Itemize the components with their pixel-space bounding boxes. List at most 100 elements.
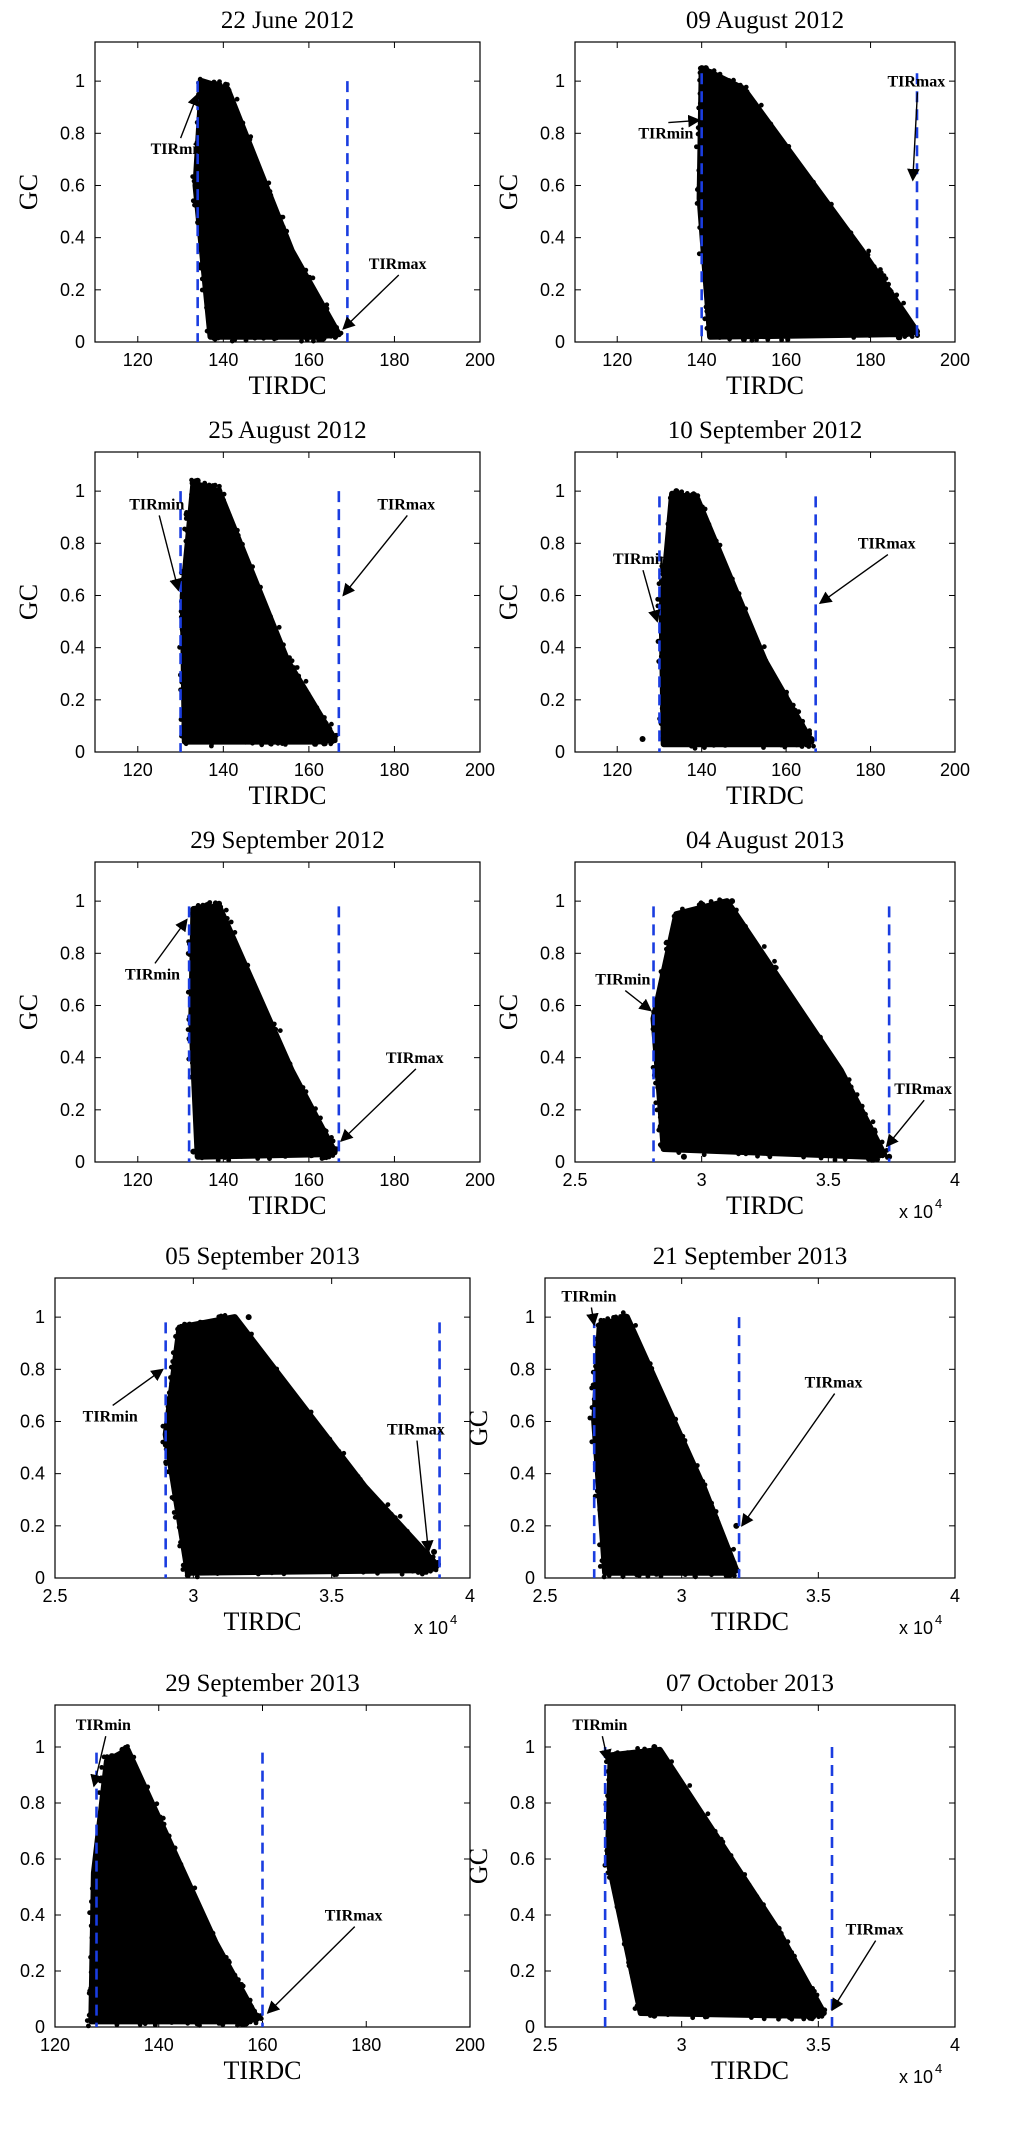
tirmax-annotation-label: TIRmax (805, 1375, 863, 1392)
scatter-point (719, 742, 725, 747)
scatter-point (851, 335, 857, 340)
tirmax-annotation-label: TIRmax (858, 536, 916, 553)
x-tick-label: 200 (455, 2035, 485, 2055)
scatter-point (283, 241, 289, 246)
subplot-7: 05 September 2013 0 0.2 0.4 0.6 0.8 1 2.5 3 3.5 4 T… (0, 1243, 475, 1638)
x-axis-label: TIRDC (249, 1191, 327, 1220)
scatter-point (287, 1061, 293, 1067)
scatter-point (178, 1861, 184, 1867)
scatter-point (194, 1099, 200, 1105)
scatter-point (156, 1824, 162, 1830)
scatter-point (165, 1835, 171, 1840)
scatter-point (870, 1119, 876, 1125)
scatter-point (659, 992, 664, 998)
subplot-10: 07 October 2013 0 0.2 0.4 0.6 0.8 1 2.5 3 3.5 4 TIR… (464, 1670, 960, 2087)
scatter-point (856, 1112, 862, 1118)
scatter-point (785, 1939, 791, 1945)
scatter-point (688, 1143, 694, 1149)
scatter-point (680, 906, 685, 912)
scatter-point (773, 2010, 779, 2015)
scatter-point (339, 1458, 345, 1464)
scatter-point (283, 330, 289, 336)
scatter-point (767, 672, 773, 678)
data-point (702, 65, 709, 72)
scatter-point (736, 1151, 741, 1157)
scatter-point (704, 325, 710, 331)
scatter-point (683, 910, 689, 916)
scatter-point (329, 739, 335, 745)
scatter-point (306, 1106, 311, 1112)
scatter-point (227, 1974, 233, 1980)
data-point (886, 1153, 893, 1160)
scatter-point (234, 736, 240, 742)
scatter-point (671, 519, 676, 524)
scatter-point (703, 218, 708, 224)
scatter-point (251, 1345, 257, 1351)
scatter-point (697, 1480, 702, 1486)
scatter-point (252, 167, 258, 173)
scatter-point (658, 1075, 664, 1080)
scatter-point (190, 1901, 196, 1906)
chart-title: 10 September 2012 (668, 417, 862, 444)
data-point (181, 735, 188, 742)
scatter-point (640, 1753, 646, 1758)
scatter-point (626, 1960, 631, 1965)
scatter-point (194, 1138, 200, 1144)
tirmin-annotation-label: TIRmin (151, 141, 206, 158)
scatter-point (625, 1750, 630, 1755)
scatter-point (185, 1882, 190, 1888)
scatter-point (649, 2008, 654, 2014)
scatter-point (291, 332, 297, 337)
scatter-point (291, 260, 297, 266)
scatter-point (189, 1032, 195, 1037)
scatter-point (307, 700, 313, 706)
scatter-point (192, 514, 197, 519)
scatter-point (657, 1123, 663, 1129)
scatter-point (330, 1138, 336, 1144)
scatter-point (102, 1812, 108, 1817)
scatter-point (199, 140, 205, 146)
scatter-point (397, 1513, 403, 1519)
scatter-point (797, 2011, 803, 2017)
scatter-point (317, 334, 322, 339)
scatter-point (778, 689, 783, 695)
scatter-point (702, 256, 708, 261)
scatter-point (621, 1908, 627, 1913)
scatter-point (658, 1573, 664, 1579)
scatter-point (165, 1469, 171, 1475)
scatter-point (89, 1935, 95, 1941)
y-tick-label: 1 (525, 1737, 535, 1757)
scatter-point (614, 1322, 619, 1328)
scatter-point (183, 560, 189, 566)
scatter-point (212, 336, 218, 342)
scatter-point (665, 2010, 671, 2015)
scatter-point (855, 1099, 860, 1105)
x-tick-label: 120 (602, 760, 632, 780)
scatter-point (605, 1853, 611, 1859)
scatter-point (694, 201, 700, 206)
scatter-point (311, 338, 316, 344)
scatter-point (594, 1488, 600, 1494)
scatter-point (371, 1565, 376, 1570)
scatter-point (396, 1526, 402, 1531)
scatter-point (863, 1111, 868, 1117)
scatter-point (215, 1570, 220, 1576)
x-tick-label: 180 (379, 1170, 409, 1190)
scatter-point (293, 1078, 299, 1084)
scatter-point (192, 1095, 198, 1100)
x-tick-label: 120 (40, 2035, 70, 2055)
scatter-point (734, 84, 739, 90)
scatter-point (732, 1565, 738, 1571)
x-tick-label: 140 (687, 350, 717, 370)
y-axis-label: GC (14, 584, 43, 620)
x-tick-label: 3.5 (806, 1586, 831, 1606)
scatter-point (194, 924, 200, 930)
scatter-point (779, 337, 784, 343)
scatter-point (791, 999, 796, 1005)
scatter-point (92, 1979, 98, 1985)
scatter-point (228, 2015, 234, 2021)
scatter-point (345, 1466, 351, 1471)
scatter-point (871, 264, 877, 269)
scatter-point (402, 1533, 407, 1539)
scatter-point (607, 1875, 612, 1880)
